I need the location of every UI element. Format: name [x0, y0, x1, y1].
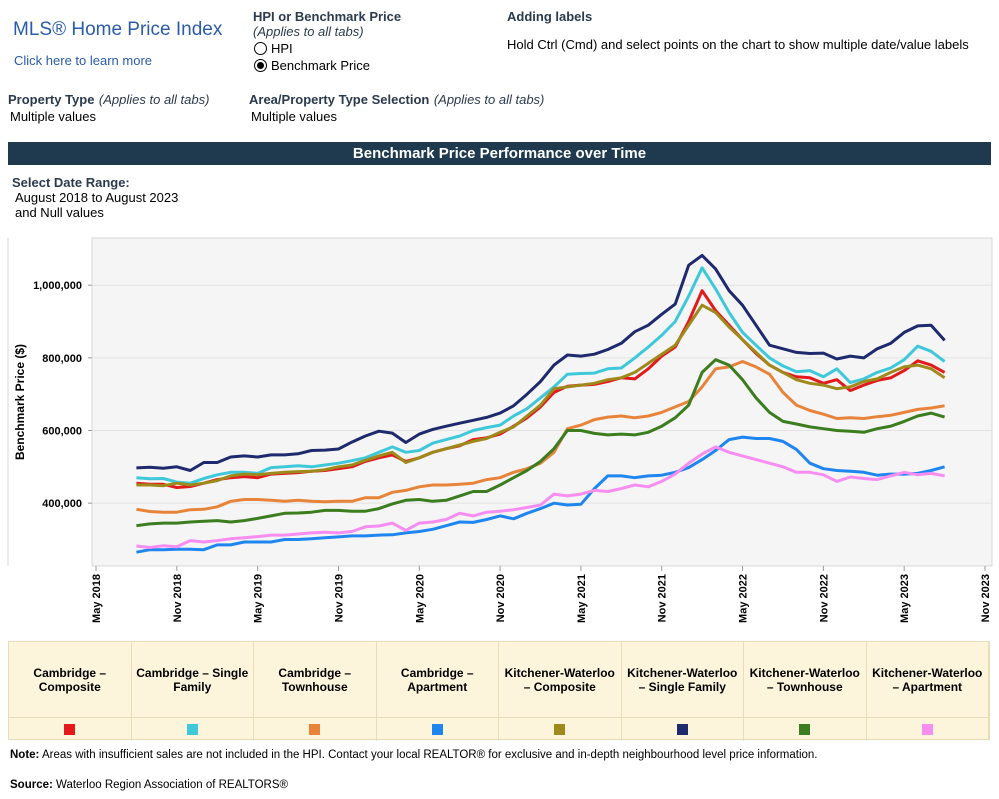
filter-label: Property Type [8, 92, 95, 107]
source: Source: Waterloo Region Association of R… [10, 779, 288, 791]
radio-option[interactable]: Benchmark Price [254, 57, 370, 74]
radio-dot [257, 62, 264, 69]
legend-swatch[interactable] [309, 724, 321, 735]
date-range-value[interactable]: August 2018 to August 2023 [15, 190, 179, 205]
radio-label: Benchmark Price [271, 58, 370, 73]
app-title: MLS® Home Price Index [13, 19, 223, 40]
legend-label[interactable]: Kitchener-Waterloo – Composite [499, 642, 622, 718]
y-tick-label: 600,000 [42, 426, 82, 438]
filter-value[interactable]: Multiple values [10, 109, 96, 124]
radio-group: HPI Benchmark Price [254, 40, 370, 74]
legend-label[interactable]: Cambridge – Apartment [376, 642, 499, 718]
date-range-label: Select Date Range: [12, 175, 130, 190]
x-tick-label: May 2023 [899, 574, 911, 623]
source-text: Waterloo Region Association of REALTORS® [56, 779, 289, 791]
footnote: Note: Areas with insufficient sales are … [10, 749, 818, 761]
x-tick-label: Nov 2022 [818, 574, 830, 622]
x-tick-label: May 2018 [91, 574, 103, 623]
source-label: Source: [10, 779, 53, 791]
line-chart: Benchmark Price ($) 400,000 600,000 800,00… [7, 237, 993, 623]
x-tick-label: May 2022 [738, 574, 750, 623]
radio-label: HPI [271, 41, 293, 56]
radio-option[interactable]: HPI [254, 40, 370, 57]
series-line [136, 266, 946, 485]
toggle-note: (Applies to all tabs) [253, 24, 364, 39]
legend-label[interactable]: Kitchener-Waterloo – Townhouse [744, 642, 867, 718]
y-tick-label: 800,000 [42, 353, 82, 365]
chart-title: Benchmark Price Performance over Time [8, 142, 991, 165]
legend-label[interactable]: Cambridge – Single Family [131, 642, 254, 718]
date-range-extra: and Null values [15, 205, 104, 220]
radio-circle [254, 59, 267, 72]
legend-label[interactable]: Kitchener-Waterloo – Single Family [621, 642, 744, 718]
legend-cell [867, 718, 989, 741]
note-text: Areas with insufficient sales are not in… [41, 749, 818, 761]
x-tick-label: Nov 2023 [980, 574, 992, 622]
legend-swatch[interactable] [799, 724, 811, 735]
legend-cell [377, 718, 499, 741]
filter: Property Type (Applies to all tabs) Mult… [8, 91, 209, 124]
legend-swatch[interactable] [431, 724, 443, 735]
legend-label[interactable]: Cambridge – Composite [9, 642, 132, 718]
help-title: Adding labels [507, 9, 593, 24]
x-tick-label: Nov 2018 [172, 574, 184, 622]
legend-swatch[interactable] [921, 724, 933, 735]
series-line [136, 435, 945, 554]
radio-circle [254, 42, 267, 55]
legend-swatch[interactable] [186, 724, 198, 735]
filter-label: Area/Property Type Selection [249, 92, 430, 107]
learn-more-link[interactable]: Click here to learn more [14, 53, 152, 68]
x-tick-label: May 2020 [414, 574, 426, 623]
filter-value[interactable]: Multiple values [251, 109, 337, 124]
note-label: Note: [10, 749, 40, 761]
legend-cell [499, 718, 622, 741]
x-tick-label: May 2019 [253, 574, 265, 623]
legend-cell [9, 718, 132, 741]
legend-cell [132, 718, 254, 741]
legend-cell [744, 718, 867, 741]
series-line [136, 358, 946, 528]
y-tick-label: 1,000,000 [33, 280, 82, 292]
x-tick-label: Nov 2019 [333, 574, 345, 622]
y-axis-label: Benchmark Price ($) [13, 344, 27, 460]
legend-swatch[interactable] [554, 724, 566, 735]
series-line [136, 445, 945, 549]
toggle-label: HPI or Benchmark Price [253, 9, 402, 24]
legend-cell [622, 718, 744, 741]
series-line [136, 303, 946, 488]
y-tick-label: 400,000 [42, 498, 82, 510]
series-line [136, 253, 946, 472]
legend-swatch[interactable] [64, 724, 76, 735]
help-text: Hold Ctrl (Cmd) and select points on the… [507, 37, 969, 52]
filter: Area/Property Type Selection (Applies to… [249, 91, 544, 124]
x-tick-label: Nov 2021 [657, 574, 669, 622]
legend-cell [254, 718, 377, 741]
legend-swatch[interactable] [676, 724, 688, 735]
legend-label[interactable]: Kitchener-Waterloo – Apartment [866, 642, 989, 718]
x-tick-label: Nov 2020 [495, 574, 507, 622]
filter-note: (Applies to all tabs) [98, 92, 210, 107]
legend: Cambridge – Composite Cambridge – Single … [8, 641, 990, 741]
x-tick-label: May 2021 [576, 574, 588, 623]
filter-note: (Applies to all tabs) [433, 92, 545, 107]
legend-label[interactable]: Cambridge – Townhouse [254, 642, 377, 718]
